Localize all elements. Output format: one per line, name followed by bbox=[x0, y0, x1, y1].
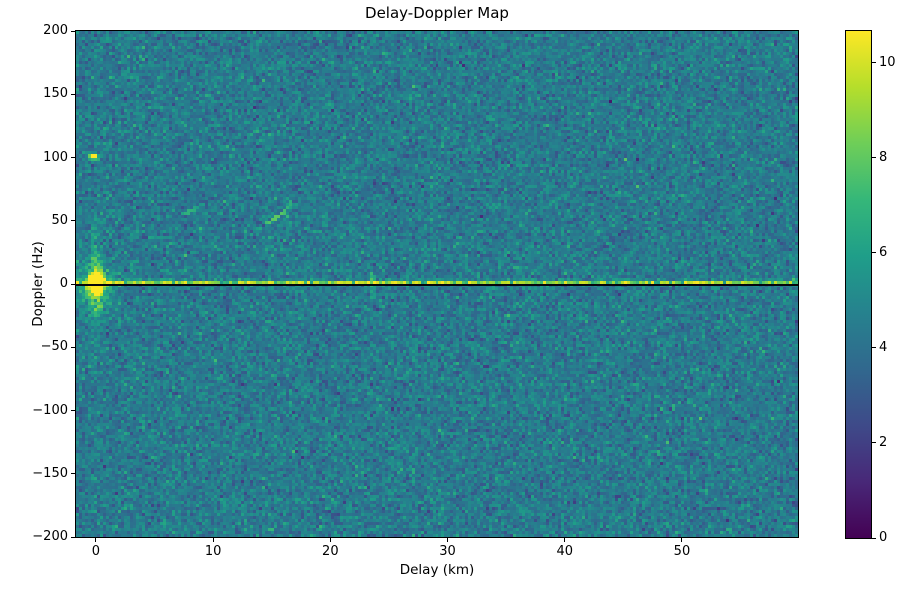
y-tick-label: −50 bbox=[40, 339, 68, 355]
y-tick-mark bbox=[71, 410, 75, 411]
colorbar bbox=[845, 30, 872, 539]
y-tick-label: 0 bbox=[59, 276, 68, 291]
x-tick-label: 40 bbox=[556, 544, 574, 559]
y-tick-label: 50 bbox=[51, 212, 68, 228]
colorbar-gradient bbox=[846, 31, 871, 538]
x-tick-mark bbox=[564, 538, 566, 542]
heatmap-canvas bbox=[76, 31, 798, 537]
x-tick-mark bbox=[95, 538, 97, 542]
y-tick-label: 200 bbox=[43, 23, 68, 38]
y-tick-label: −150 bbox=[32, 465, 68, 481]
colorbar-tick-mark bbox=[872, 157, 876, 159]
y-tick-mark bbox=[71, 157, 75, 158]
colorbar-tick-mark bbox=[872, 347, 876, 349]
y-tick-label: 100 bbox=[43, 149, 68, 165]
x-axis-label: Delay (km) bbox=[399, 562, 475, 578]
x-tick-label: 50 bbox=[673, 544, 691, 559]
colorbar-tick-mark bbox=[872, 442, 876, 444]
y-tick-mark bbox=[71, 283, 75, 285]
y-tick-mark bbox=[71, 536, 75, 538]
x-tick-label: 0 bbox=[91, 544, 101, 559]
y-tick-label: −200 bbox=[32, 529, 68, 544]
colorbar-tick-label: 6 bbox=[879, 244, 888, 260]
colorbar-tick-label: 4 bbox=[879, 339, 888, 355]
x-tick-label: 10 bbox=[204, 544, 222, 559]
chart-title: Delay-Doppler Map bbox=[365, 4, 509, 22]
x-tick-mark bbox=[212, 538, 214, 542]
colorbar-tick-label: 8 bbox=[879, 149, 888, 165]
x-tick-label: 30 bbox=[439, 544, 456, 559]
y-tick-label: −100 bbox=[32, 402, 68, 418]
colorbar-tick-label: 0 bbox=[879, 530, 888, 545]
x-tick-mark bbox=[681, 538, 683, 542]
colorbar-tick-label: 2 bbox=[879, 434, 888, 450]
x-tick-mark bbox=[447, 538, 449, 542]
colorbar-tick-mark bbox=[872, 252, 876, 254]
colorbar-tick-label: 10 bbox=[879, 54, 896, 70]
colorbar-tick-mark bbox=[872, 62, 876, 64]
y-tick-label: 150 bbox=[43, 86, 68, 102]
colorbar-tick-mark bbox=[872, 537, 876, 539]
y-tick-mark bbox=[71, 346, 75, 348]
y-tick-mark bbox=[71, 220, 75, 222]
y-tick-mark bbox=[71, 473, 75, 475]
x-tick-mark bbox=[329, 538, 331, 542]
y-tick-mark bbox=[71, 30, 75, 32]
x-tick-label: 20 bbox=[322, 544, 339, 559]
y-tick-mark bbox=[71, 93, 75, 95]
